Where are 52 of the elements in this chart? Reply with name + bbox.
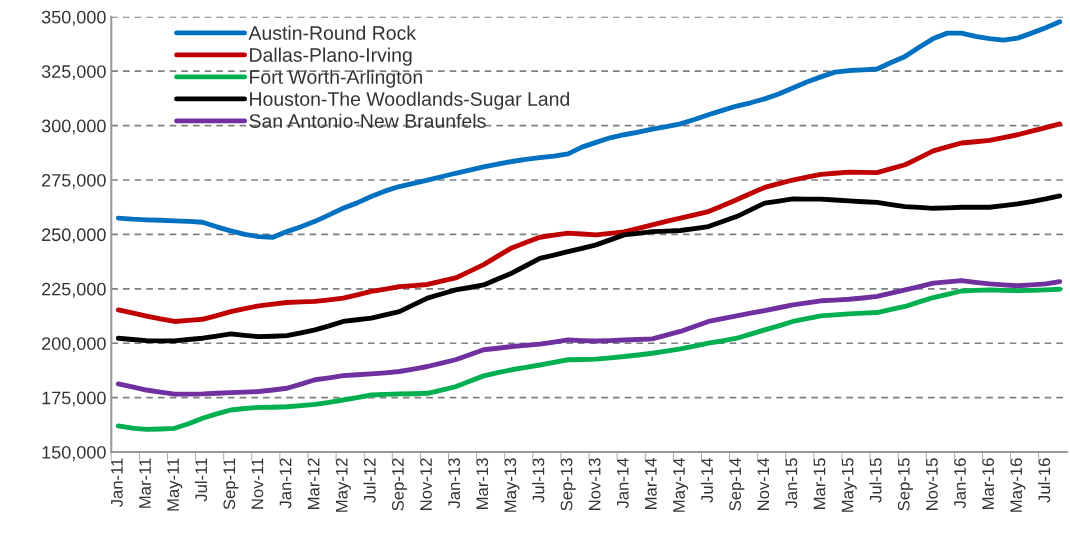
x-tick-label: Nov-12	[420, 458, 432, 510]
x-tick-label: Jan-13	[448, 458, 461, 509]
x-tick-label: Jan-16	[954, 458, 966, 509]
x-tick-label: May-12	[335, 458, 351, 512]
x-tick-label: May-14	[673, 458, 689, 512]
x-tick-label: Mar-12	[307, 458, 320, 509]
x-tick-label: Jan-11	[111, 458, 123, 508]
line-series	[115, 19, 1063, 240]
y-tick-label: 150,000	[42, 445, 106, 461]
x-tick-label: Sep-15	[897, 458, 913, 511]
x-tick-label: Jul-12	[363, 458, 376, 503]
line-series	[115, 286, 1063, 432]
x-tick-label: Sep-14	[729, 458, 745, 511]
x-tick-label: Nov-15	[926, 458, 938, 510]
x-tick-label: Sep-13	[560, 458, 576, 511]
x-tick-label: Mar-11	[139, 458, 151, 508]
x-tick-label: Jul-16	[1037, 458, 1051, 503]
x-tick-label: Sep-11	[223, 458, 239, 510]
y-tick-label: 350,000	[41, 10, 106, 26]
y-tick-label: 250,000	[42, 228, 106, 244]
y-tick-label: 325,000	[41, 65, 106, 81]
x-tick-label: Mar-15	[813, 458, 826, 509]
legend-label: Houston-The Woodlands-Sugar Land	[250, 91, 570, 110]
x-tick-label: Nov-14	[757, 458, 770, 510]
x-tick-label: Jul-13	[532, 458, 545, 503]
legend-label: Austin-Round Rock	[248, 25, 417, 40]
x-tick-label: Jan-12	[279, 458, 292, 509]
legend-label: Fort Worth-Arlington	[250, 69, 422, 88]
y-tick-label: 300,000	[41, 119, 106, 135]
line-series	[115, 278, 1063, 397]
x-tick-label: Jan-15	[785, 458, 798, 509]
y-tick-label: 175,000	[42, 391, 106, 407]
y-tick-label: 275,000	[42, 173, 106, 189]
x-tick-label: Sep-12	[392, 458, 408, 511]
x-tick-label: Mar-13	[476, 458, 489, 509]
x-tick-label: May-11	[167, 458, 183, 511]
x-tick-label: Jul-14	[700, 458, 713, 503]
line-series	[115, 193, 1063, 344]
x-tick-label: May-16	[1010, 458, 1026, 512]
x-tick-label: Nov-11	[251, 458, 264, 509]
x-tick-label: Jul-11	[194, 458, 208, 502]
x-tick-label: Jul-15	[869, 458, 882, 503]
x-tick-label: Mar-16	[982, 458, 994, 509]
legend-label: San Antonio-New Braunfels	[249, 113, 486, 128]
x-tick-label: Nov-13	[588, 458, 601, 510]
x-tick-label: Mar-14	[645, 458, 657, 509]
x-tick-label: Jan-14	[617, 458, 629, 509]
legend-label: Dallas-Plano-Irving	[250, 47, 412, 66]
x-tick-label: May-15	[841, 458, 857, 512]
y-tick-label: 200,000	[42, 337, 106, 353]
y-tick-label: 225,000	[42, 282, 106, 298]
x-tick-label: May-13	[504, 458, 520, 512]
